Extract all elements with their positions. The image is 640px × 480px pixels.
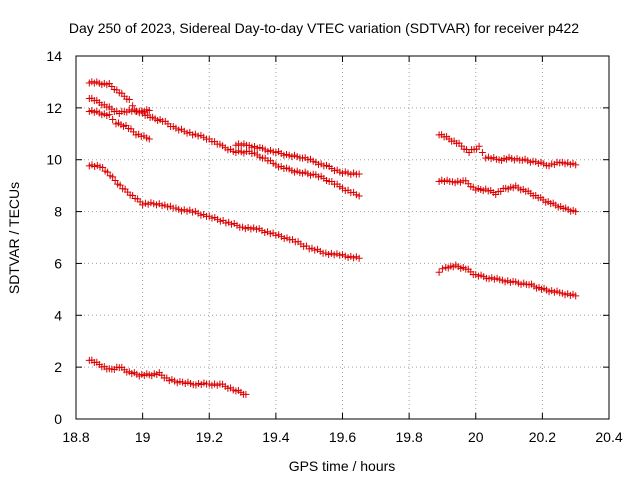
data-point	[355, 192, 363, 200]
data-point	[129, 102, 137, 110]
series-sat-b	[85, 94, 153, 118]
x-tick-label: 19.8	[396, 429, 423, 445]
series-sat-i	[435, 261, 580, 300]
series-sat-h	[435, 176, 580, 216]
x-tick-label: 19	[135, 429, 151, 445]
data-point	[572, 208, 580, 216]
series-sat-e	[232, 140, 363, 178]
y-tick-label: 12	[46, 100, 62, 116]
data-point	[355, 170, 363, 178]
x-tick-label: 19.4	[262, 429, 289, 445]
data-point	[478, 148, 486, 156]
data-point	[435, 268, 443, 276]
data-point	[145, 106, 153, 114]
data-point	[572, 161, 580, 169]
series-sat-a	[85, 78, 363, 200]
chart-title: Day 250 of 2023, Sidereal Day-to-day VTE…	[69, 20, 579, 36]
x-tick-label: 19.2	[196, 429, 223, 445]
y-tick-label: 6	[54, 255, 62, 271]
series-sat-f	[85, 356, 250, 398]
grid	[76, 56, 609, 419]
y-tick-label: 8	[54, 204, 62, 220]
x-tick-label: 20.2	[529, 429, 556, 445]
data-point	[572, 292, 580, 300]
data-point	[475, 142, 483, 150]
data-point	[242, 390, 250, 398]
data-point	[105, 111, 113, 119]
x-tick-label: 18.8	[62, 429, 89, 445]
data-point	[99, 163, 107, 171]
data-point	[355, 254, 363, 262]
series-sat-c	[85, 107, 153, 143]
data-point	[109, 116, 117, 124]
y-tick-label: 14	[46, 48, 62, 64]
x-tick-label: 19.6	[329, 429, 356, 445]
data-point	[116, 181, 124, 189]
data-point	[145, 135, 153, 143]
data-markers	[85, 78, 580, 398]
data-point	[438, 265, 446, 273]
y-tick-label: 4	[54, 307, 62, 323]
data-point	[111, 176, 119, 184]
axis-ticks: 18.8 19 19.2 19.4 19.6 19.8 20 20.2 20.4 0 2 4 6 8 10 1…	[46, 48, 622, 445]
y-tick-label: 0	[54, 411, 62, 427]
y-tick-label: 2	[54, 359, 62, 375]
series-sat-g	[435, 131, 580, 170]
data-point	[125, 96, 133, 104]
y-tick-label: 10	[46, 152, 62, 168]
x-axis-title: GPS time / hours	[289, 458, 396, 474]
y-axis-title: SDTVAR / TECUs	[6, 182, 22, 294]
x-tick-label: 20.4	[595, 429, 622, 445]
data-point	[109, 173, 117, 181]
x-tick-label: 20	[468, 429, 484, 445]
data-point	[104, 168, 112, 176]
series-sat-d	[85, 161, 363, 262]
